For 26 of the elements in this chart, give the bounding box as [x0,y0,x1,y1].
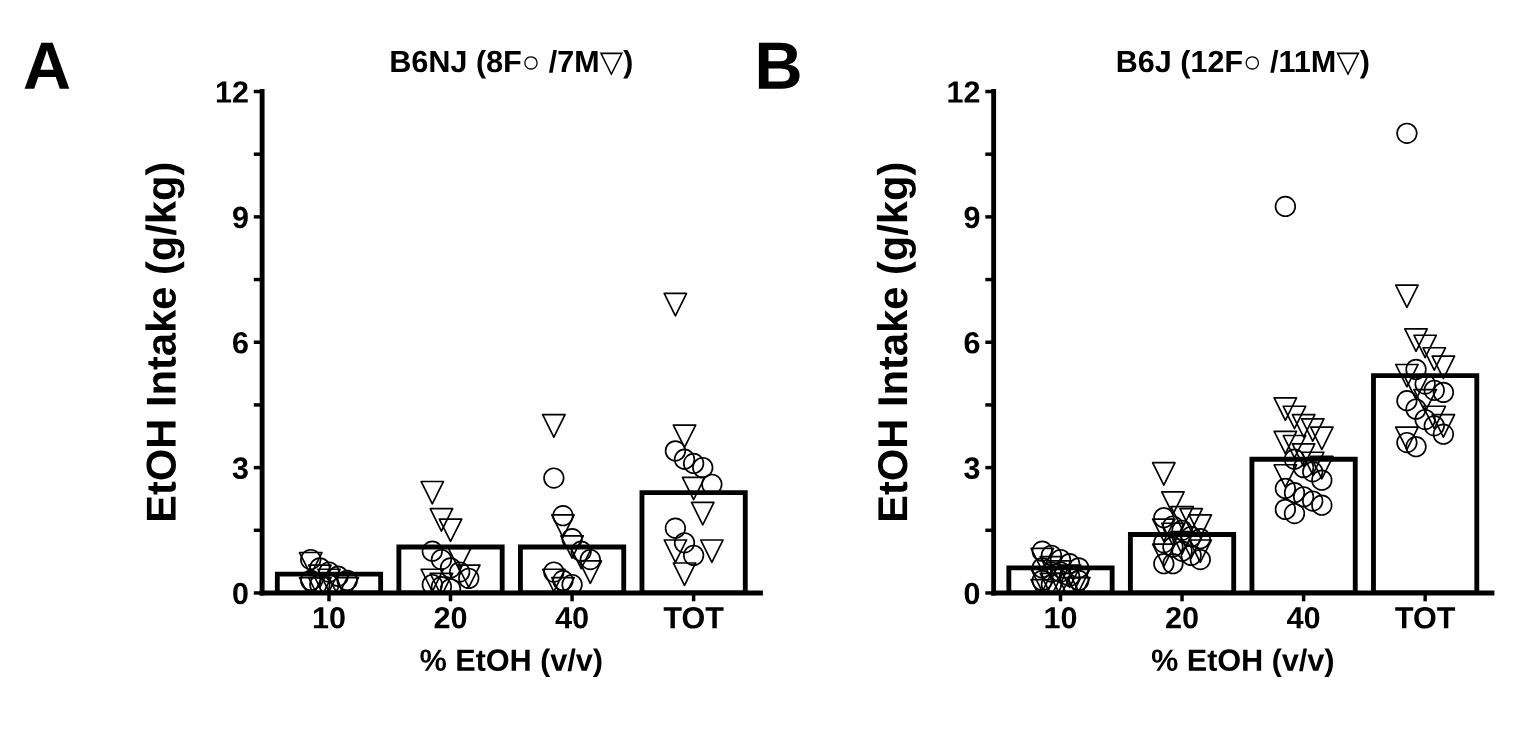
y-axis-title: EtOH Intake (g/kg) [876,163,916,521]
x-tick-label: 40 [555,606,588,629]
text: A [24,42,70,89]
text: B [758,42,800,89]
y-tick-label: 9 [233,206,248,229]
y-tick-label: 0 [964,582,980,605]
y-tick-label: 0 [233,582,248,605]
x-tick-label: TOT [1395,606,1456,629]
y-tick-label: 6 [233,331,248,354]
x-tick-label: 20 [1166,606,1198,629]
chart-title: B6NJ (8F○ /7M▽) [391,49,632,79]
x-tick-label: 10 [313,606,345,629]
x-axis-title: % EtOH (v/v) [1151,648,1333,678]
x-tick-label: 10 [1045,606,1077,629]
x-axis-title: % EtOH (v/v) [420,648,602,678]
y-tick-label: 6 [964,331,980,354]
x-tick-label: 20 [434,606,467,629]
x-tick-label: TOT [663,606,724,629]
y-tick-label: 3 [964,457,980,480]
y-tick-label: 12 [216,81,248,103]
y-tick-label: 9 [964,206,980,229]
y-axis-title: EtOH Intake (g/kg) [145,163,185,521]
chart-title: B6J (12F○ /11M▽) [1117,49,1369,79]
y-tick-label: 3 [232,457,248,480]
y-tick-label: 12 [948,81,980,103]
x-tick-label: 40 [1287,606,1320,629]
